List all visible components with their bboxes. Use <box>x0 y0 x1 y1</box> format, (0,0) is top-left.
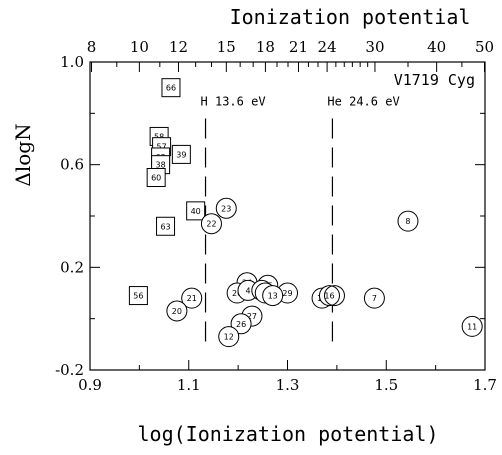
point-label: 56 <box>133 292 143 301</box>
data-point: 26 <box>230 313 252 335</box>
point-label: 20 <box>232 289 242 298</box>
axis-labels: Ionization potential log(Ionization pote… <box>11 5 475 446</box>
point-label: 16 <box>324 292 334 301</box>
circle-marker <box>215 197 237 219</box>
point-label: 38 <box>156 161 166 170</box>
point-label: 58 <box>154 132 164 141</box>
data-point: 22 <box>200 213 222 235</box>
top-tick-label: 40 <box>427 38 446 56</box>
point-label: 66 <box>166 84 176 93</box>
x-tick-label: 1.5 <box>374 376 398 394</box>
data-point: 66 <box>161 78 181 98</box>
y-axis-title: ΔlogN <box>11 123 35 186</box>
x-tick-label: 0.9 <box>78 376 102 394</box>
circle-marker <box>318 285 340 307</box>
point-label: 63 <box>160 222 170 231</box>
data-point: 40 <box>186 201 206 221</box>
point-label: 29 <box>282 289 292 298</box>
data-point: 60 <box>146 168 166 187</box>
plot-frame <box>89 61 486 371</box>
point-label: 11 <box>467 322 477 331</box>
x-tick-label: 1.1 <box>177 376 201 394</box>
point-label: 27 <box>247 312 257 321</box>
top-tick-label: 30 <box>365 38 384 56</box>
y-tick-label: 0.6 <box>60 156 84 174</box>
top-axis-title: Ionization potential <box>230 5 471 29</box>
data-point: 16 <box>318 285 345 307</box>
point-label: 20 <box>172 307 182 316</box>
data-point: 8 <box>397 210 419 232</box>
y-tick-label: -0.2 <box>55 361 84 379</box>
top-tick-label: 8 <box>87 38 97 56</box>
top-tick-label: 21 <box>289 38 308 56</box>
point-label: 60 <box>151 174 161 183</box>
point-label: 21 <box>187 294 197 303</box>
circle-marker <box>230 313 252 335</box>
point-label: 4 <box>245 286 250 295</box>
square-marker <box>128 286 148 306</box>
top-tick-label: 50 <box>475 38 494 56</box>
data-point: 12 <box>218 326 240 348</box>
circle-marker <box>181 287 203 309</box>
top-tick-label: 12 <box>169 38 188 56</box>
top-tick-label: 18 <box>256 38 275 56</box>
point-label: 13 <box>268 292 278 301</box>
data-point: 23 <box>215 197 237 219</box>
circle-marker <box>200 213 222 235</box>
data-point: 11 <box>461 315 483 337</box>
x-tick-label: 1.3 <box>276 376 300 394</box>
ionization-annotation: H 13.6 eV <box>201 95 266 109</box>
circle-marker <box>363 287 385 309</box>
ionization-annotation: He 24.6 eV <box>327 95 399 109</box>
data-point: 63 <box>156 216 176 236</box>
data-points: 6658573962386040635623228242529204531321… <box>128 78 483 348</box>
axis-ticks: 0.9 1.1 1.3 1.5 1.7-0.20.20.61.08 10 12 15 18 21 2… <box>55 38 497 394</box>
circle-marker <box>397 210 419 232</box>
point-label: 8 <box>405 217 410 226</box>
point-label: 23 <box>221 204 231 213</box>
y-tick-label: 1.0 <box>60 53 84 71</box>
square-marker <box>161 78 181 98</box>
chart-title: V1719 Cyg <box>394 71 475 89</box>
circle-marker <box>262 285 284 307</box>
point-label: 39 <box>176 150 186 159</box>
square-marker <box>146 168 166 187</box>
data-point: 13 <box>262 285 284 307</box>
y-tick-label: 0.2 <box>60 258 84 276</box>
square-marker <box>186 201 206 221</box>
x-tick-label: 1.7 <box>473 376 497 394</box>
data-point: 56 <box>128 286 148 306</box>
point-label: 12 <box>224 333 234 342</box>
reference-lines: H 13.6 eV He 24.6 eV <box>201 95 400 345</box>
data-point: 21 <box>181 287 203 309</box>
top-tick-label: 10 <box>130 38 149 56</box>
data-point: 7 <box>363 287 385 309</box>
circle-marker <box>218 326 240 348</box>
data-point: 39 <box>171 144 191 164</box>
point-label: 22 <box>206 220 216 229</box>
circle-marker <box>166 300 188 322</box>
point-label: 7 <box>372 294 377 303</box>
point-label: 40 <box>191 207 201 216</box>
circle-marker-overlap <box>323 285 345 307</box>
circle-marker <box>461 315 483 337</box>
square-marker <box>156 216 176 236</box>
top-tick-label: 15 <box>217 38 236 56</box>
data-point: 20 <box>166 300 188 322</box>
x-axis-title: log(Ionization potential) <box>137 422 438 446</box>
point-label: 26 <box>236 320 246 329</box>
square-marker <box>171 144 191 164</box>
top-tick-label: 24 <box>318 38 337 56</box>
point-label: 57 <box>157 143 167 152</box>
